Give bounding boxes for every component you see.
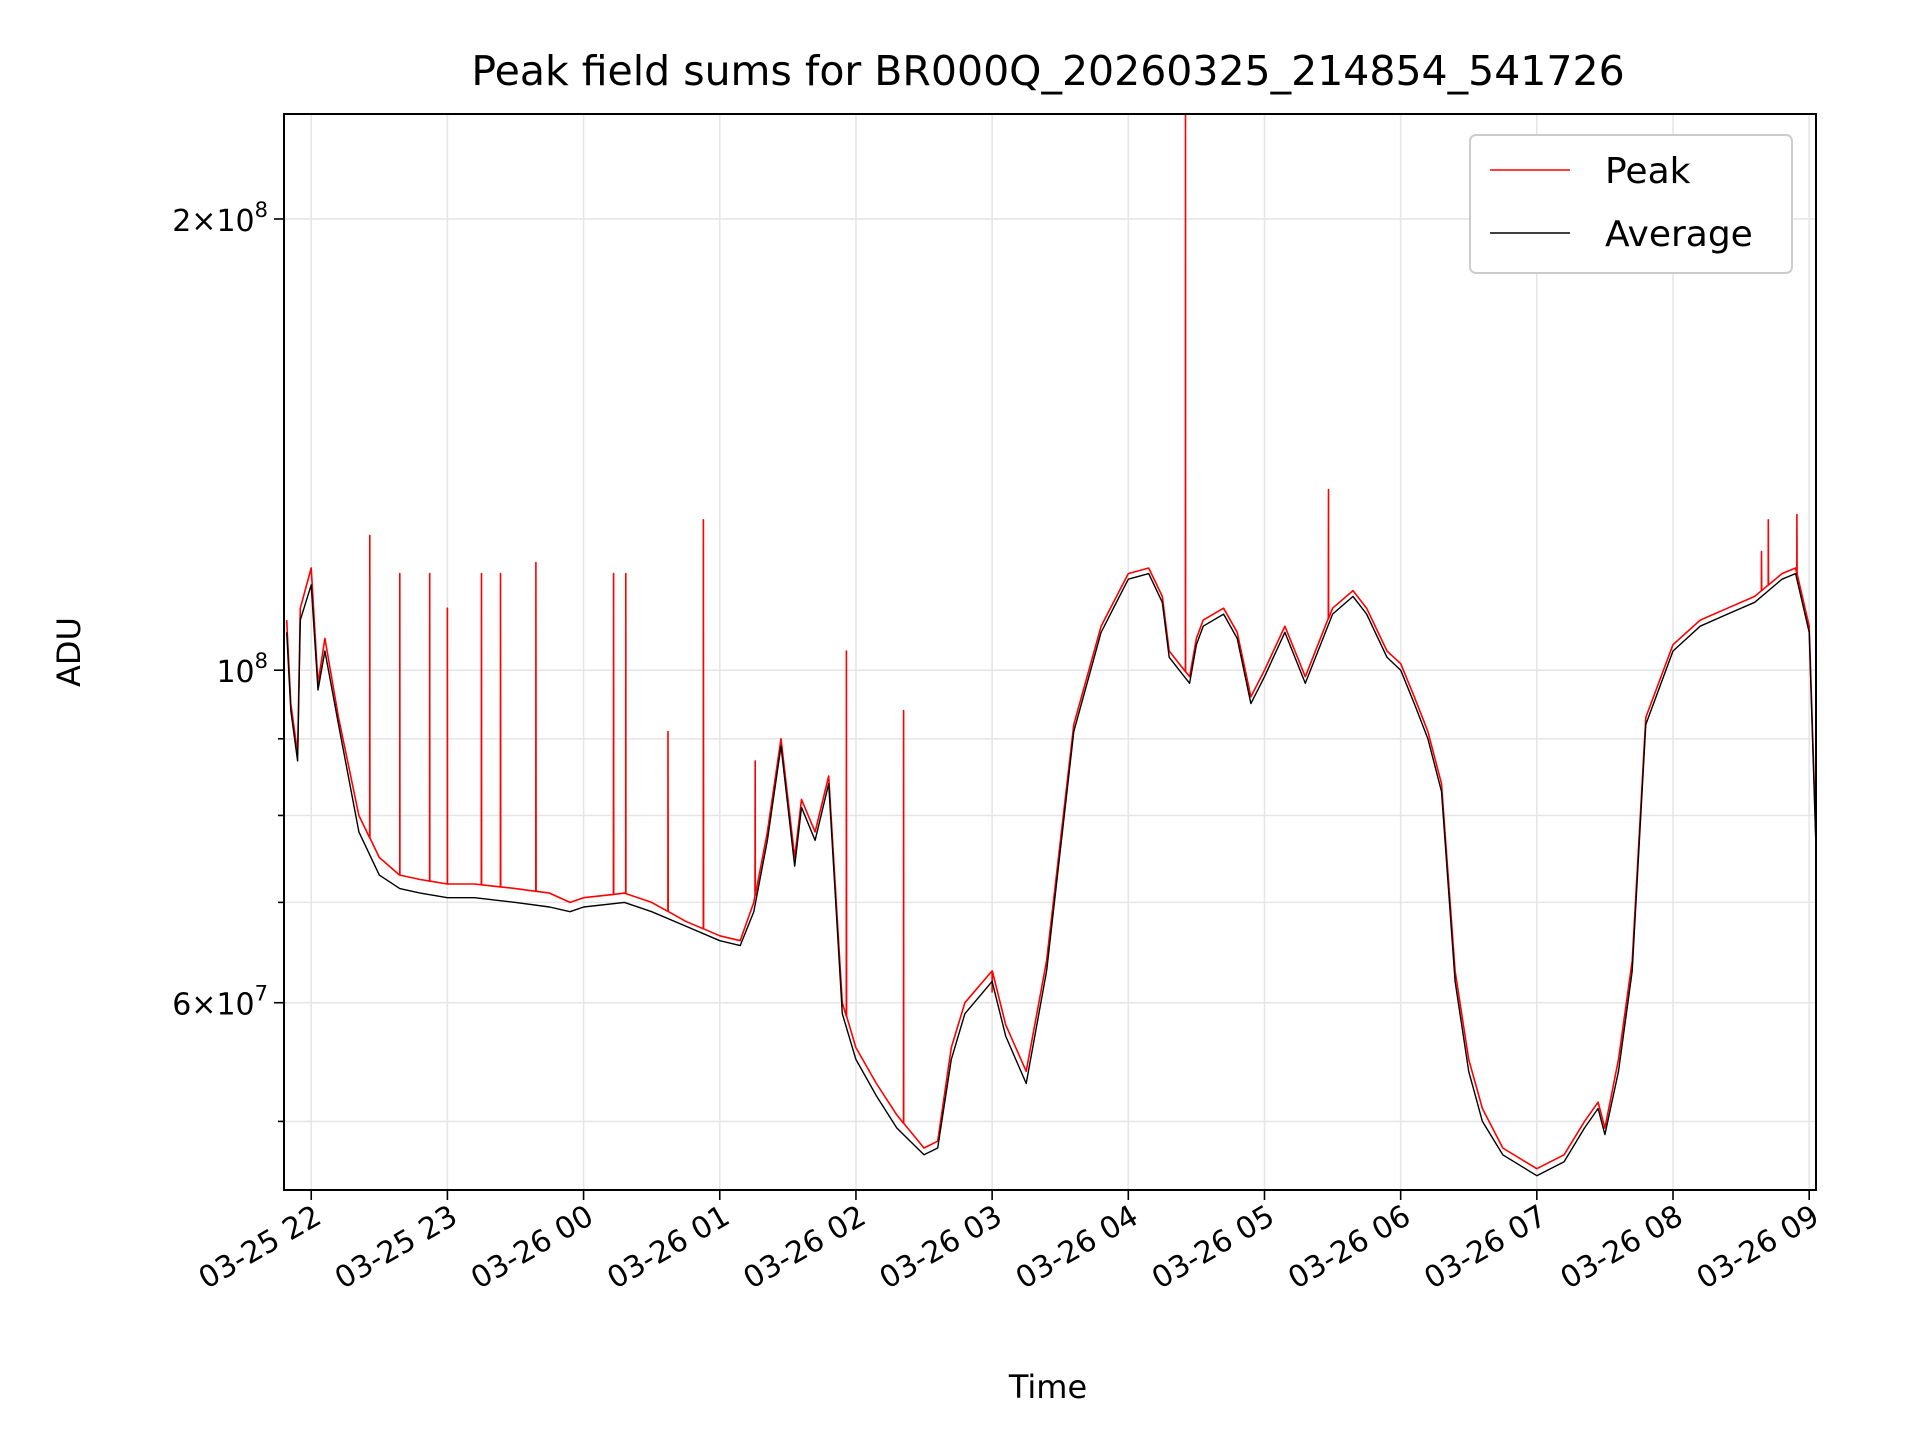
y-axis-ticks: 6×107 108 2×108 [172, 198, 284, 1123]
series-line-peak [285, 113, 1817, 1170]
x-tick-label: 03-26 04 [1010, 1199, 1144, 1297]
y-tick-label: 2×108 [172, 198, 268, 239]
x-tick-label: 03-26 05 [1146, 1199, 1280, 1297]
x-tick-label: 03-26 06 [1282, 1199, 1416, 1297]
series-line-average [286, 572, 1817, 1177]
x-tick-label: 03-26 08 [1555, 1199, 1689, 1297]
plot-frame [283, 113, 1817, 1191]
legend-label-peak: Peak [1605, 151, 1691, 192]
x-tick-label: 03-25 22 [193, 1199, 327, 1297]
x-tick-label: 03-26 03 [874, 1199, 1008, 1297]
chart-title: Peak field sums for BR000Q_20260325_2148… [471, 47, 1624, 95]
x-tick-label: 03-26 02 [738, 1199, 872, 1297]
x-tick-label: 03-26 09 [1691, 1199, 1825, 1297]
y-tick-label: 108 [216, 649, 268, 690]
y-axis-title: ADU [50, 617, 88, 687]
series-layer [285, 113, 1817, 1177]
x-tick-label: 03-26 07 [1419, 1199, 1553, 1297]
grid [284, 114, 1816, 1190]
legend-label-average: Average [1605, 214, 1753, 255]
y-tick-label: 6×107 [172, 982, 268, 1023]
x-tick-label: 03-25 23 [329, 1199, 463, 1297]
x-axis-ticks: 03-25 22 03-25 23 03-26 00 03-26 01 03-26 02… [193, 1190, 1825, 1296]
x-axis-title: Time [1008, 1368, 1087, 1406]
legend: Peak Average [1469, 134, 1793, 274]
x-tick-label: 03-26 01 [601, 1199, 735, 1297]
x-tick-label: 03-26 00 [465, 1199, 599, 1297]
